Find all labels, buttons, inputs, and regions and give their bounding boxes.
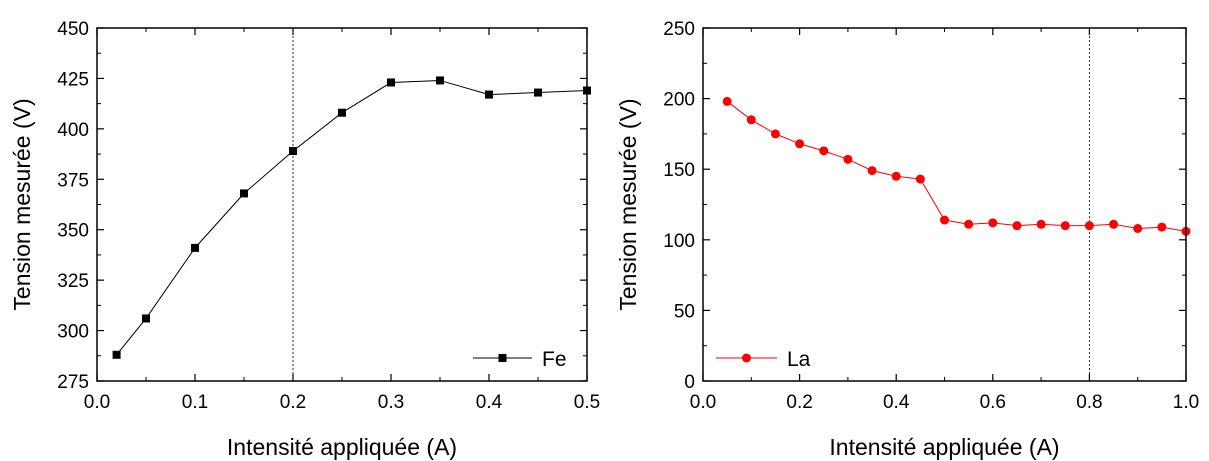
- data-point: [289, 147, 297, 156]
- data-point: [142, 314, 150, 323]
- data-point: [891, 171, 901, 181]
- data-point: [1084, 221, 1094, 231]
- data-point: [915, 174, 925, 184]
- y-tick-label: 275: [57, 372, 89, 393]
- data-point: [1157, 222, 1167, 232]
- x-tick-label: 0.3: [378, 392, 404, 413]
- data-point: [534, 88, 542, 97]
- series-line-La: [726, 101, 1187, 232]
- y-tick-label: 50: [674, 301, 695, 322]
- legend-label: Fe: [542, 348, 567, 371]
- data-point: [338, 108, 346, 117]
- data-point: [1133, 224, 1143, 234]
- data-point: [240, 189, 248, 198]
- legend-marker: [498, 354, 507, 362]
- y-tick-label: 250: [663, 19, 695, 40]
- data-point: [988, 218, 998, 228]
- y-tick-label: 200: [663, 90, 695, 111]
- data-point: [843, 154, 853, 164]
- data-point: [819, 146, 829, 156]
- x-tick-label: 0.5: [574, 392, 600, 413]
- x-tick-label: 0.1: [182, 392, 208, 413]
- x-tick-label: 0.8: [1076, 392, 1102, 413]
- data-point: [436, 76, 444, 85]
- y-tick-label: 0: [684, 372, 695, 393]
- plot-frame: [702, 27, 1187, 382]
- y-tick-label: 450: [57, 19, 89, 40]
- data-point: [746, 115, 756, 125]
- y-tick-label: 100: [663, 231, 695, 252]
- series-line-Fe: [116, 79, 588, 356]
- data-point: [1109, 219, 1119, 229]
- data-point: [1060, 221, 1070, 231]
- x-tick-label: 0.6: [980, 392, 1006, 413]
- x-axis-title: Intensité appliquée (A): [227, 434, 457, 460]
- y-tick-label: 425: [57, 69, 89, 90]
- data-point: [387, 78, 395, 87]
- data-point: [940, 215, 949, 225]
- data-point: [722, 96, 732, 106]
- x-tick-label: 0.2: [280, 392, 306, 413]
- x-tick-label: 0.0: [690, 392, 716, 413]
- y-tick-label: 400: [57, 120, 89, 141]
- x-tick-label: 0.4: [476, 392, 503, 413]
- data-point: [112, 350, 121, 359]
- data-point: [770, 129, 780, 139]
- data-point: [964, 219, 974, 229]
- y-axis-title: Tension mesurée (V): [9, 98, 35, 310]
- legend-marker: [742, 353, 751, 363]
- x-tick-label: 1.0: [1173, 392, 1199, 413]
- x-tick-label: 0.2: [786, 392, 812, 413]
- chart-fe: 0.0 0.1 0.2 0.3 0.4 0.5 275 300 325 350 375 400 425 4…: [9, 19, 600, 460]
- y-tick-label: 375: [57, 170, 89, 191]
- data-point: [795, 139, 805, 149]
- data-point: [867, 166, 877, 176]
- x-axis-title: Intensité appliquée (A): [829, 434, 1059, 460]
- data-point: [1012, 221, 1022, 231]
- y-tick-label: 300: [57, 322, 89, 343]
- data-point: [191, 243, 199, 252]
- data-point: [1036, 219, 1046, 229]
- x-tick-label: 0.4: [883, 392, 910, 413]
- y-tick-label: 350: [57, 221, 89, 242]
- x-tick-label: 0.0: [84, 392, 110, 413]
- data-point: [485, 90, 493, 99]
- y-axis-title: Tension mesurée (V): [615, 98, 641, 310]
- y-tick-label: 325: [57, 271, 89, 292]
- y-tick-label: 150: [663, 160, 695, 181]
- plot-frame: [96, 27, 588, 382]
- legend-label: La: [787, 348, 811, 371]
- chart-la: 0.0 0.2 0.4 0.6 0.8 1.0 0 50 100 150 200 250 Intensi…: [615, 19, 1199, 460]
